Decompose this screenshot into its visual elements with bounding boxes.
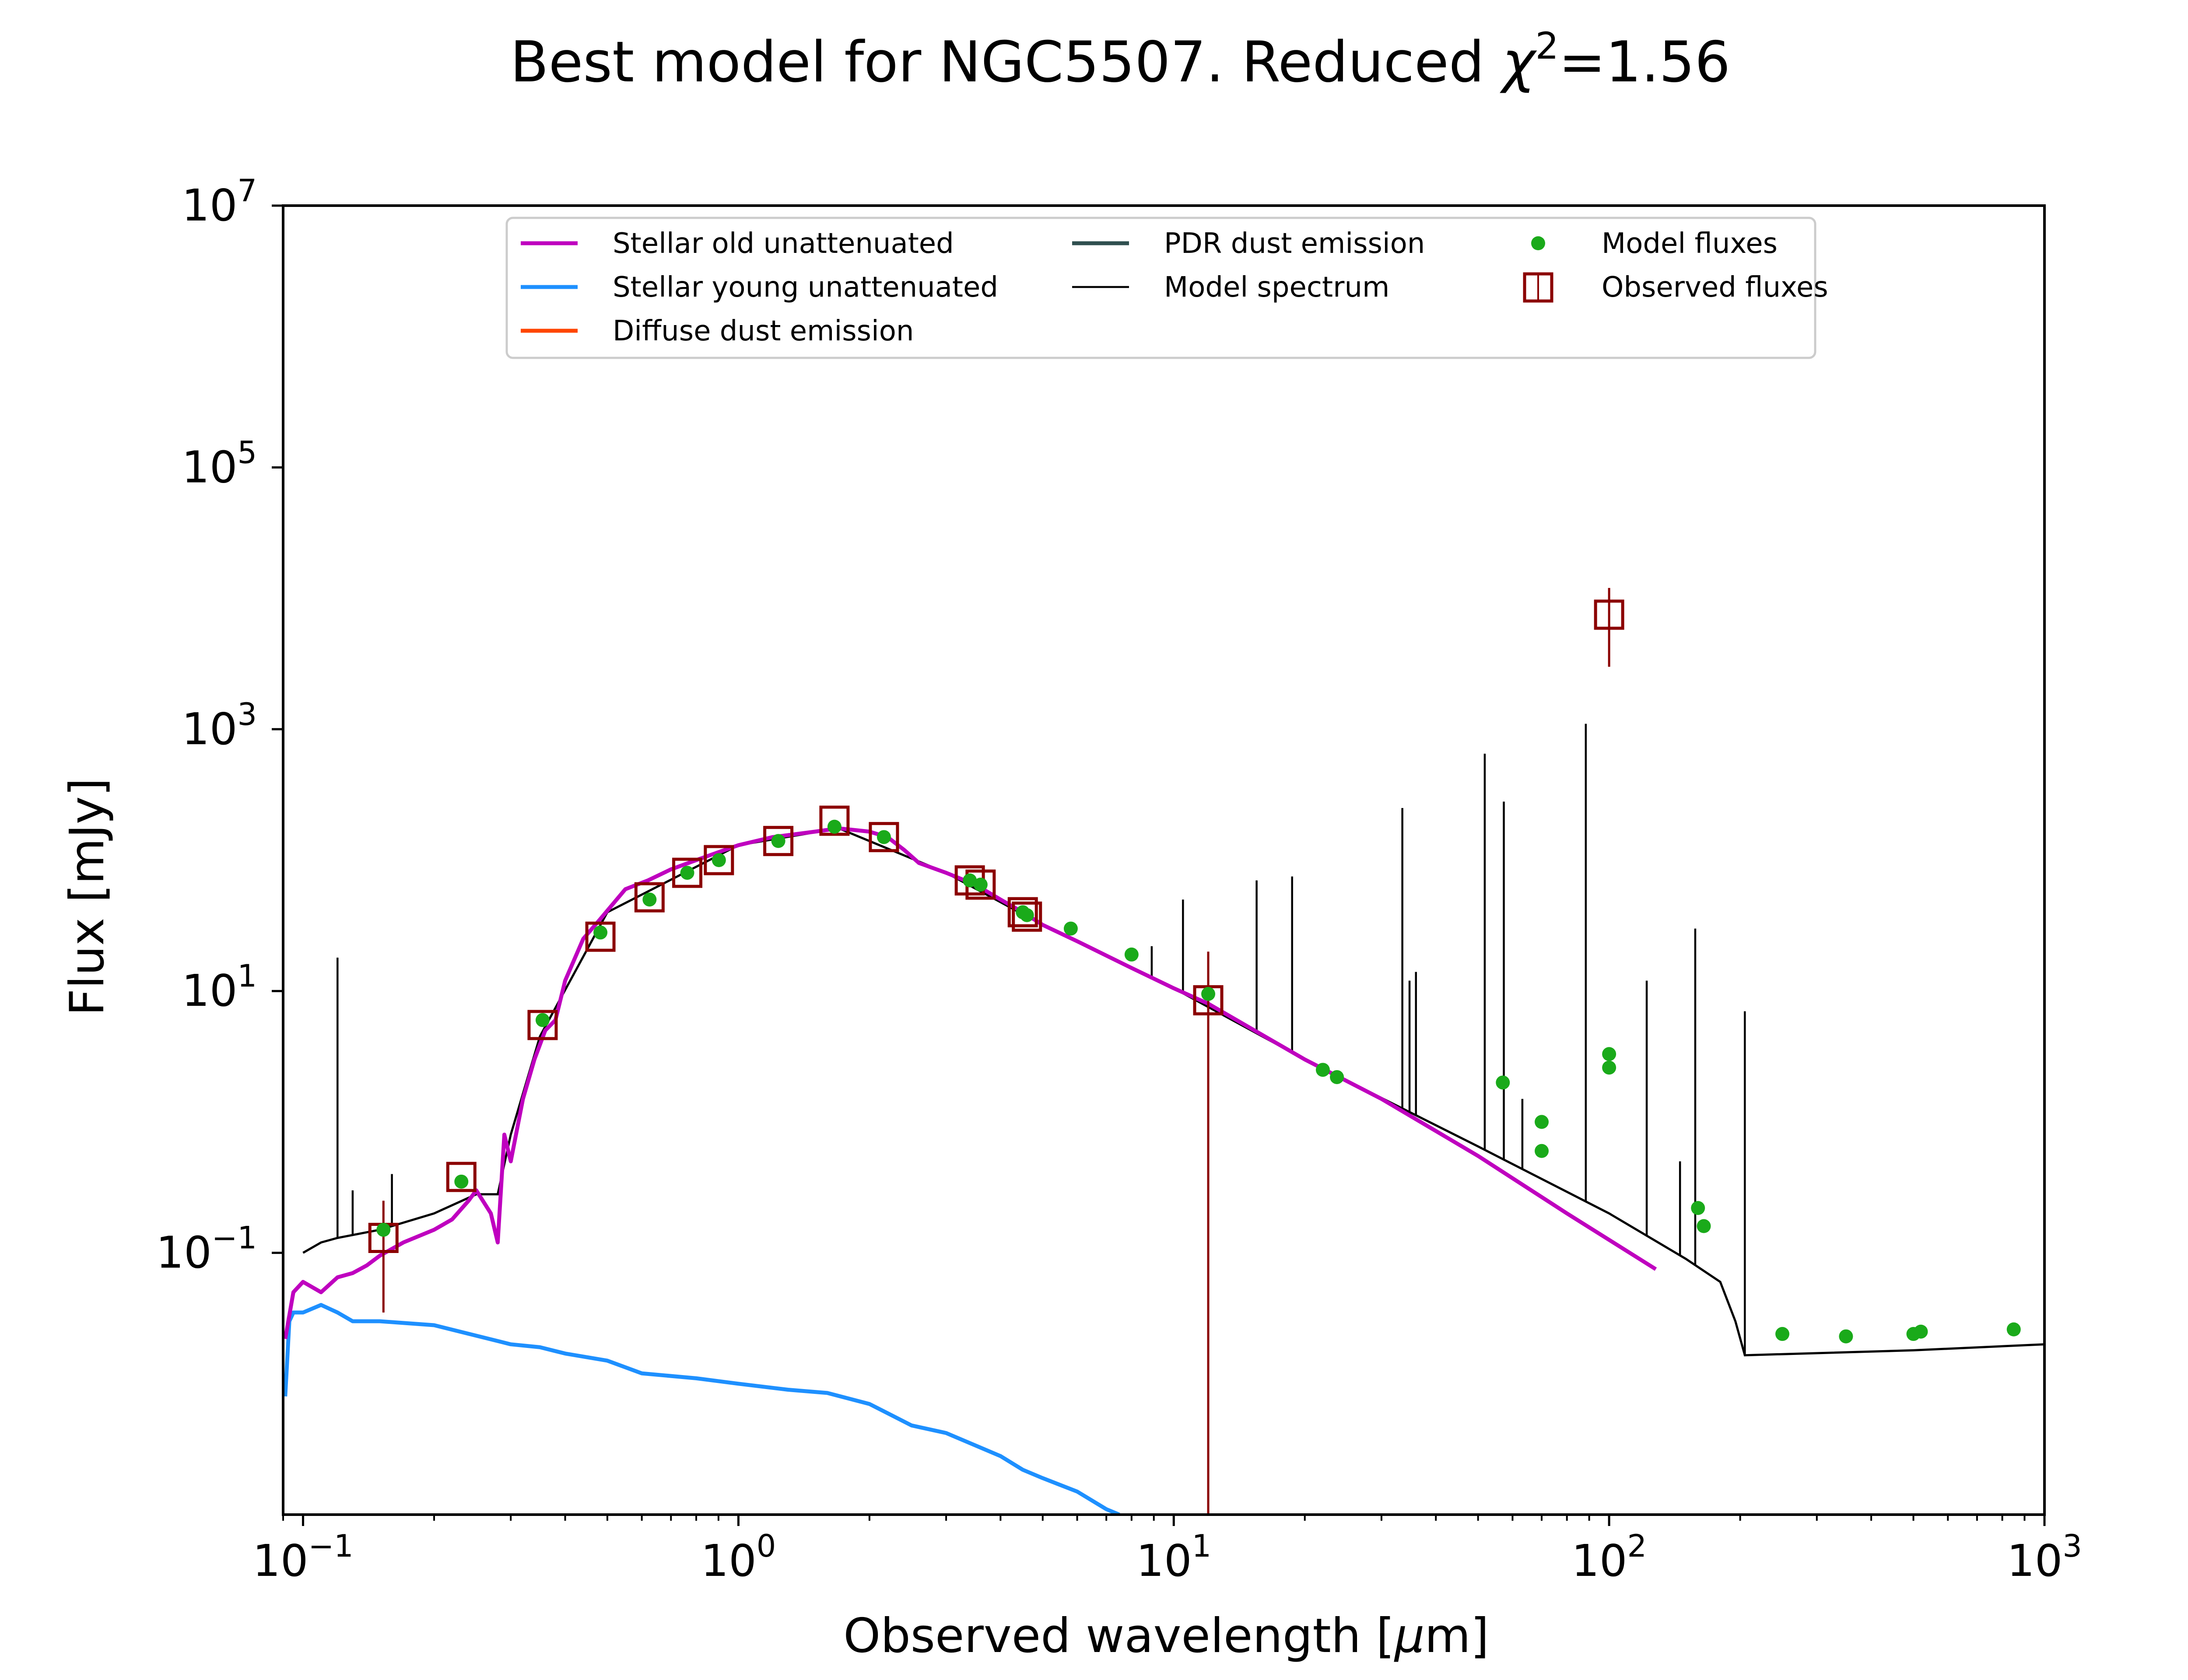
observed-flux-marker [1193, 985, 1224, 1015]
observed-flux-marker [704, 845, 734, 875]
observed-flux-marker [1594, 599, 1624, 630]
model-flux-point [1020, 908, 1034, 922]
model-flux-point [771, 834, 785, 848]
model-flux-point [1602, 1047, 1616, 1061]
model-flux-point [1330, 1070, 1344, 1084]
legend-label: Model spectrum [1164, 271, 1389, 304]
model-flux-point [1535, 1115, 1549, 1129]
legend-label: Diffuse dust emission [613, 315, 914, 347]
y-tick-label: 105 [182, 434, 257, 493]
x-tick-label: 101 [1136, 1528, 1211, 1586]
model-flux-point [680, 865, 694, 880]
model-flux-point [1535, 1144, 1549, 1158]
x-tick-label: 102 [1571, 1528, 1647, 1586]
y-tick-label: 103 [182, 696, 257, 755]
observed-flux-marker [819, 805, 850, 836]
model-flux-point [1914, 1324, 1928, 1339]
legend-label: Stellar old unattenuated [613, 228, 954, 260]
model-flux-point [963, 873, 977, 888]
observed-flux-marker [446, 1162, 477, 1192]
legend-label: Model fluxes [1602, 228, 1778, 260]
model-flux-point [712, 853, 726, 867]
legend-label: Stellar young unattenuated [613, 271, 998, 304]
model-flux-point [973, 877, 988, 892]
model-flux-point [1602, 1060, 1616, 1075]
model-flux-point [1691, 1201, 1705, 1215]
model-flux-point [1063, 921, 1078, 936]
model-flux-point [1315, 1063, 1330, 1077]
x-tick-label: 100 [701, 1528, 776, 1586]
model-flux-point [1697, 1219, 1711, 1233]
chart-title: Best model for NGC5507. Reduced χ2=1.56 [510, 24, 1730, 95]
model-flux-point [535, 1013, 550, 1027]
legend: Stellar old unattenuated Stellar young un… [505, 217, 1828, 359]
model-flux-point [827, 819, 842, 834]
observed-flux-marker [527, 1010, 558, 1040]
observed-flux-marker [672, 858, 703, 888]
legend-label: PDR dust emission [1164, 228, 1425, 260]
model-flux-point [1201, 987, 1216, 1001]
x-tick-label: 103 [2007, 1528, 2082, 1586]
model-flux-point [593, 925, 608, 940]
observed-flux-marker [1007, 897, 1038, 928]
model-flux-point [376, 1222, 391, 1237]
model-flux-point [877, 830, 891, 844]
axes-frame [282, 204, 2046, 1516]
observed-flux-marker [1012, 901, 1042, 932]
observed-flux-marker [585, 921, 616, 952]
x-tick-label: 10−1 [252, 1528, 353, 1586]
model-flux-point [454, 1174, 469, 1189]
legend-swatch [1531, 236, 1545, 250]
stellar-young-line [283, 1303, 1120, 1515]
model-flux-point [2006, 1322, 2021, 1337]
model-flux-point [1124, 947, 1139, 962]
y-axis-label: Flux [mJy] [60, 778, 115, 1016]
observed-flux-marker [634, 882, 665, 913]
model-flux-point [1839, 1329, 1853, 1344]
model-flux-point [1775, 1327, 1790, 1341]
y-tick-label: 101 [182, 958, 257, 1016]
stellar-old-line [283, 826, 1657, 1340]
y-tick-label: 10−1 [156, 1220, 257, 1278]
y-tick-label: 107 [182, 173, 257, 231]
observed-flux-marker [869, 822, 899, 852]
observed-flux-marker [763, 826, 794, 856]
legend-label: Observed fluxes [1602, 271, 1828, 304]
plot-area: 10−1 100 101 102 103 10−1 101 103 105 107 [156, 173, 2082, 1586]
x-axis-label: Observed wavelength [μm] [843, 1609, 1489, 1663]
model-flux-point [1496, 1075, 1510, 1090]
model-flux-point [642, 892, 657, 907]
model-spectrum-line [302, 827, 2044, 1357]
legend-box [505, 217, 1816, 359]
